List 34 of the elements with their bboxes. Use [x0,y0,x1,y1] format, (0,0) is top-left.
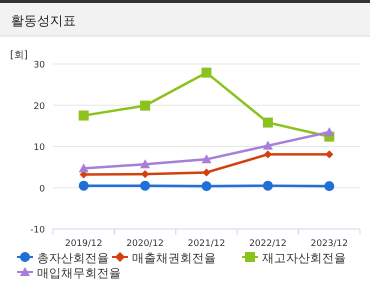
point [140,159,150,168]
point [202,154,212,164]
y-tick-label: 30 [34,60,46,70]
point [141,170,150,178]
point [202,168,210,176]
point [262,180,273,191]
chart-title: 활동성지표 [11,14,76,29]
y-tick-label: 20 [34,102,46,112]
y-tick-label: -10 [30,226,46,236]
x-tick-label: 2020/12 [126,239,164,249]
point [325,150,334,158]
x-tick-label: 2022/12 [249,239,287,249]
y-axis-title: [회] [10,50,28,61]
legend-label: 재고자산회전율 [262,251,346,265]
point [262,118,273,128]
point [262,140,273,150]
y-tick-label: 0 [39,184,46,194]
point [78,110,89,121]
point [78,180,89,191]
point [324,127,334,136]
x-tick-label: 2021/12 [188,239,226,249]
legend-label: 매출채권회전율 [132,251,216,265]
point [324,181,334,192]
y-tick-label: 10 [34,143,46,153]
point [140,100,150,111]
point [202,68,212,78]
legend-label: 총자산회전율 [37,251,109,265]
point [264,150,272,158]
point [202,181,212,192]
x-tick-label: 2019/12 [65,239,102,249]
point [78,163,89,172]
x-tick-label: 2023/12 [310,239,348,249]
legend-label: 매입채무회전율 [37,266,121,280]
point [140,180,150,191]
